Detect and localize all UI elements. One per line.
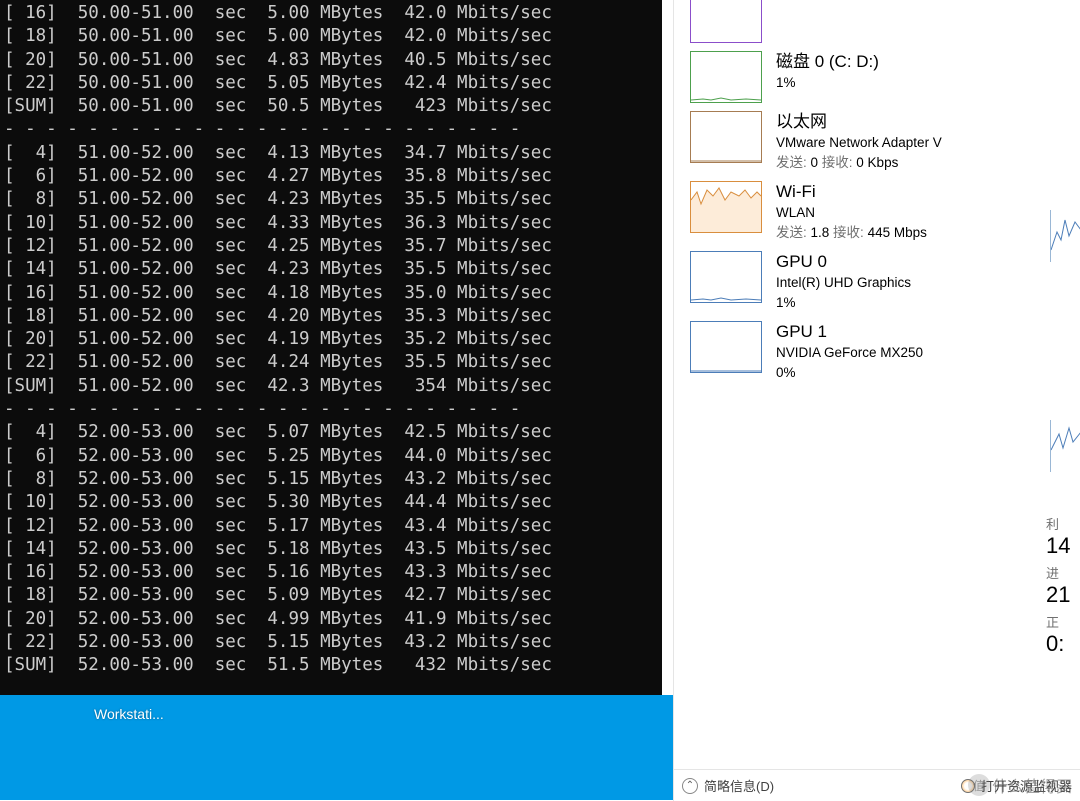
perf-item-mem[interactable]: [674, 0, 1080, 48]
terminal-window[interactable]: [ 16] 50.00-51.00 sec 5.00 MBytes 42.0 M…: [0, 0, 668, 695]
perf-graph: [690, 321, 762, 373]
perf-title: Wi-Fi: [776, 181, 1070, 203]
perf-detail: 1%: [776, 293, 1070, 313]
perf-graph: [690, 0, 762, 43]
perf-text: 以太网VMware Network Adapter V发送: 0 接收: 0 K…: [776, 111, 1070, 173]
stat-label: 进: [1046, 563, 1078, 582]
stat-label: 正: [1046, 612, 1078, 631]
perf-subtitle: Intel(R) UHD Graphics: [776, 273, 1070, 293]
perf-text: GPU 0Intel(R) UHD Graphics1%: [776, 251, 1070, 313]
taskbar-app-label[interactable]: Workstati...: [94, 706, 164, 722]
perf-item-gpu1[interactable]: GPU 1NVIDIA GeForce MX2500%: [674, 318, 1080, 388]
perf-title: GPU 0: [776, 251, 1070, 273]
perf-text: Wi-FiWLAN发送: 1.8 接收: 445 Mbps: [776, 181, 1070, 243]
perf-detail: 发送: 0 接收: 0 Kbps: [776, 153, 1070, 173]
perf-title: 磁盘 0 (C: D:): [776, 51, 1070, 73]
perf-graph: [690, 111, 762, 163]
resmon-icon: [961, 779, 975, 793]
perf-subtitle: NVIDIA GeForce MX250: [776, 343, 1070, 363]
cut-graph-right: [1050, 210, 1080, 262]
perf-subtitle: VMware Network Adapter V: [776, 133, 1070, 153]
task-manager-panel: 磁盘 0 (C: D:)1% 以太网VMware Network Adapter…: [673, 0, 1080, 801]
perf-detail: 0%: [776, 363, 1070, 383]
perf-item-wifi[interactable]: Wi-FiWLAN发送: 1.8 接收: 445 Mbps: [674, 178, 1080, 248]
perf-subtitle: 1%: [776, 73, 1070, 93]
perf-graph: [690, 51, 762, 103]
open-resmon-link[interactable]: 打开资源监视器: [961, 776, 1072, 795]
taskmgr-bottom-bar: ⌃ 简略信息(D) 打开资源监视器: [674, 769, 1080, 801]
cut-graph-right: [1050, 420, 1080, 472]
chevron-up-icon[interactable]: ⌃: [682, 778, 698, 794]
compact-view-link[interactable]: 简略信息(D): [704, 776, 774, 795]
perf-item-gpu0[interactable]: GPU 0Intel(R) UHD Graphics1%: [674, 248, 1080, 318]
perf-title: GPU 1: [776, 321, 1070, 343]
perf-subtitle: WLAN: [776, 203, 1070, 223]
perf-title: 以太网: [776, 111, 1070, 133]
stat-value: 0:: [1046, 631, 1078, 657]
perf-text: GPU 1NVIDIA GeForce MX2500%: [776, 321, 1070, 383]
performance-sidebar: 磁盘 0 (C: D:)1% 以太网VMware Network Adapter…: [674, 0, 1080, 388]
stats-summary: 利 14 进 21 正 0:: [1046, 510, 1078, 657]
perf-text: 磁盘 0 (C: D:)1%: [776, 51, 1070, 93]
stat-value: 14: [1046, 533, 1078, 559]
stat-label: 利: [1046, 514, 1078, 533]
perf-item-eth[interactable]: 以太网VMware Network Adapter V发送: 0 接收: 0 K…: [674, 108, 1080, 178]
perf-item-disk0[interactable]: 磁盘 0 (C: D:)1%: [674, 48, 1080, 108]
perf-graph: [690, 251, 762, 303]
perf-detail: 发送: 1.8 接收: 445 Mbps: [776, 223, 1070, 243]
perf-graph: [690, 181, 762, 233]
stat-value: 21: [1046, 582, 1078, 608]
